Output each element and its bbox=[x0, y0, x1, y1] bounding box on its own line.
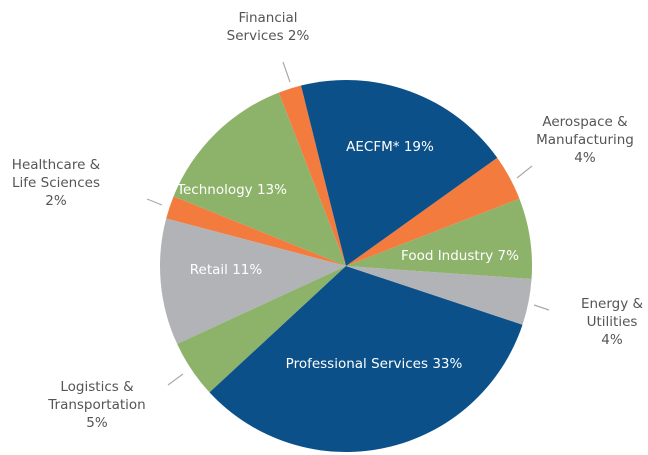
leader-line bbox=[282, 61, 291, 83]
value-label: 4% bbox=[574, 150, 596, 166]
value-label: 13% bbox=[256, 182, 287, 198]
value-label: 7% bbox=[497, 248, 519, 264]
slice-label: Food Industry 7% bbox=[401, 247, 519, 265]
pie-slice bbox=[301, 79, 498, 266]
slice-label: Healthcare & Life Sciences 2% bbox=[1, 156, 111, 210]
category-label: Technology bbox=[177, 182, 253, 198]
category-label: Professional Services bbox=[285, 356, 429, 372]
leader-line bbox=[167, 373, 184, 386]
value-label: 2% bbox=[287, 28, 310, 44]
pie-slice bbox=[278, 85, 346, 266]
leader-line bbox=[533, 304, 550, 311]
category-label: Aerospace & Manufacturing bbox=[536, 114, 634, 148]
pie-slice bbox=[209, 266, 523, 453]
slice-label: Financial Services 2% bbox=[223, 9, 313, 45]
value-label: 19% bbox=[403, 139, 434, 155]
leader-line bbox=[516, 165, 533, 179]
value-label: 2% bbox=[45, 193, 67, 209]
category-label: Financial Services bbox=[226, 10, 298, 44]
category-label: Energy & Utilities bbox=[580, 296, 644, 330]
pie-slice bbox=[346, 198, 533, 279]
slice-label: Technology 13% bbox=[177, 181, 287, 199]
leader-line bbox=[146, 198, 163, 206]
value-label: 4% bbox=[601, 332, 623, 348]
pie-slice bbox=[159, 218, 346, 345]
value-label: 33% bbox=[432, 356, 463, 372]
category-label: Logistics & Transportation bbox=[48, 379, 146, 413]
pie-slice bbox=[346, 266, 532, 325]
pie-slice bbox=[346, 157, 520, 266]
pie-slice bbox=[177, 266, 346, 393]
pie-slice bbox=[173, 92, 346, 267]
category-label: AECFM* bbox=[346, 139, 400, 155]
category-label: Food Industry bbox=[401, 248, 494, 264]
pie-slice bbox=[166, 196, 346, 266]
slice-label: Aerospace & Manufacturing 4% bbox=[530, 113, 640, 167]
value-label: 5% bbox=[86, 415, 108, 431]
category-label: Healthcare & Life Sciences bbox=[11, 157, 101, 191]
slice-label: Professional Services 33% bbox=[286, 355, 463, 373]
slice-label: Logistics & Transportation 5% bbox=[40, 378, 155, 432]
slice-label: AECFM* 19% bbox=[346, 138, 434, 156]
value-label: 11% bbox=[232, 262, 263, 278]
slice-label: Retail 11% bbox=[190, 261, 262, 279]
category-label: Retail bbox=[189, 262, 228, 278]
slice-label: Energy & Utilities 4% bbox=[572, 295, 648, 349]
